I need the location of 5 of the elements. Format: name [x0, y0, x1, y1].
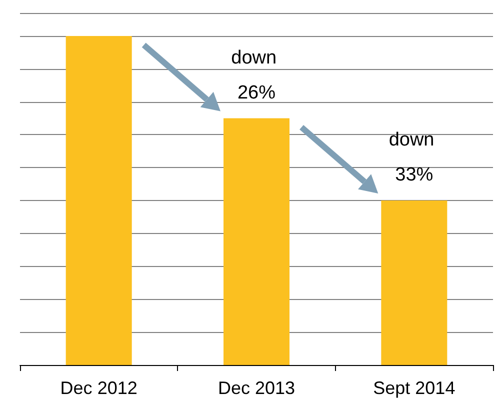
- x-tick-label: Sept 2014: [373, 378, 456, 398]
- annotation: down 33%: [388, 130, 440, 186]
- annotation: down 26%: [231, 47, 282, 104]
- x-tick-label: Dec 2012: [60, 378, 138, 398]
- x-tick-label: Dec 2013: [218, 378, 296, 398]
